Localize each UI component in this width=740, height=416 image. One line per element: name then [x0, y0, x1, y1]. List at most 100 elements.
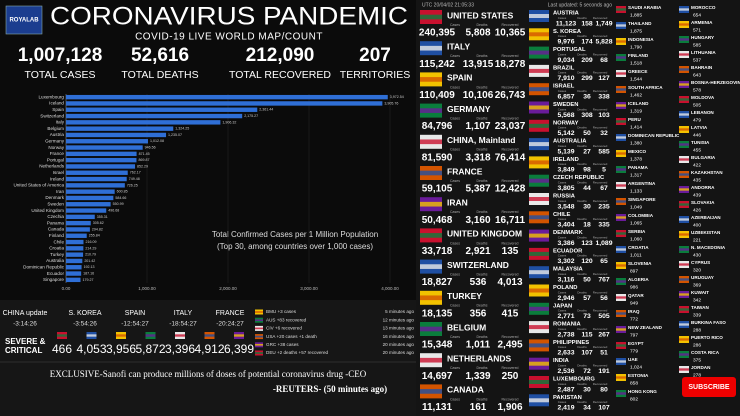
deaths: 27 — [583, 148, 591, 155]
column-label: Cases — [450, 273, 460, 277]
cases: 585 — [693, 42, 701, 48]
value-label: 869.87 — [138, 158, 149, 162]
country-name: BELGIUM — [447, 322, 486, 332]
total-label: TOTAL RECOVERED — [229, 69, 331, 81]
news-item: GRC +38 cases — [266, 342, 299, 347]
cases: 2,487 — [557, 386, 574, 393]
recovered: 107 — [598, 405, 610, 412]
country-name: RUSSIA — [553, 194, 576, 200]
cases: 84,796 — [422, 121, 453, 132]
flag-stripe — [529, 361, 549, 366]
flag-stripe — [529, 343, 549, 348]
flag-stripe — [204, 334, 215, 337]
cases: 9,034 — [557, 57, 574, 64]
y-tick-label: Norway — [48, 145, 64, 150]
country-name: PUERTO RICO — [691, 335, 723, 340]
flag-stripe — [616, 296, 626, 299]
column-label: Recovered — [593, 34, 608, 38]
y-tick-label: Dominican Republic — [23, 264, 65, 269]
title: CORONAVIRUS PANDEMIC — [50, 3, 408, 31]
subscribe-button[interactable] — [682, 377, 736, 397]
column-label: Recovered — [593, 254, 608, 258]
flag-stripe — [679, 293, 689, 296]
bar — [66, 208, 107, 213]
value-label: 1,324.25 — [175, 127, 189, 131]
recovered: 32 — [600, 130, 608, 137]
bar — [66, 183, 125, 188]
severe-label: CRITICAL — [5, 346, 42, 355]
news-time: 12 minutes ago — [383, 317, 415, 322]
country-name: AZERBAIJAN — [691, 215, 721, 220]
cases: 1,065 — [630, 220, 642, 226]
bar — [66, 233, 87, 238]
cases: 5,568 — [557, 112, 574, 119]
news-item: USA +20 cases +1 death — [266, 334, 317, 339]
news-time: 16 minutes ago — [383, 334, 415, 339]
cases: 435 — [693, 177, 701, 183]
column-label: Deaths — [577, 345, 587, 349]
severe-value: 3,396 — [165, 342, 195, 356]
deaths: 174 — [581, 39, 593, 46]
cases: 1,378 — [630, 156, 642, 162]
column-label: Recovered — [593, 89, 608, 93]
value-label: 1,235.07 — [168, 133, 182, 137]
recovered: 127 — [598, 75, 610, 82]
column-label: Recovered — [593, 290, 608, 294]
recovered: 26,743 — [495, 90, 526, 101]
bar — [66, 176, 127, 182]
country-name: FRANCE — [447, 166, 483, 176]
update-country: SPAIN — [125, 310, 146, 317]
cases: 81,590 — [422, 152, 453, 163]
value-label: 192.13 — [84, 265, 95, 269]
cases: 802 — [630, 396, 638, 402]
flag-stripe — [529, 68, 549, 73]
y-tick-label: Iran — [56, 189, 64, 194]
country-name: SAUDI ARABIA — [628, 5, 662, 10]
column-label: Recovered — [593, 180, 608, 184]
cases: 11,131 — [422, 402, 452, 413]
country-name: SERBIA — [628, 229, 646, 234]
column-label: Recovered — [593, 363, 608, 367]
update-time: -3:54:26 — [73, 321, 97, 328]
flag-stripe — [616, 360, 626, 363]
recovered: 505 — [598, 313, 610, 320]
bar — [66, 195, 114, 201]
flag-stripe — [529, 288, 549, 293]
value-label: 294.82 — [92, 227, 103, 231]
subscribe-label[interactable]: SUBSCRIBE — [688, 384, 730, 391]
y-tick-label: Singapore — [43, 277, 64, 282]
flag-stripe — [529, 160, 549, 165]
country-name: ISRAEL — [553, 84, 575, 90]
column-label: Cases — [450, 54, 460, 58]
column-label: Recovered — [593, 382, 608, 386]
deaths: 120 — [581, 258, 593, 265]
value-label: 600.85 — [117, 190, 128, 194]
flag-stripe — [616, 40, 626, 43]
y-tick-label: Ireland — [50, 176, 64, 181]
deaths: 107 — [581, 350, 593, 357]
update-time: -20:24:27 — [216, 321, 244, 328]
country-name: LUXEMBOURG — [553, 377, 595, 383]
flag-stripe — [529, 197, 549, 201]
recovered: 5,828 — [595, 39, 612, 46]
flag-stripe — [420, 170, 442, 176]
flag-stripe — [679, 23, 689, 26]
country-name: N. MACEDONIA — [691, 245, 726, 250]
country-name: SPAIN — [447, 73, 472, 83]
cases: 320 — [693, 267, 701, 273]
column-label: Recovered — [593, 144, 608, 148]
column-label: Deaths — [577, 144, 587, 148]
value-label: 871.45 — [139, 152, 150, 156]
y-tick-label: Chile — [54, 239, 65, 244]
cases: 3,849 — [557, 167, 574, 174]
country-name: UNITED STATES — [447, 10, 514, 20]
column-label: Deaths — [577, 162, 587, 166]
value-label: 355.31 — [97, 215, 108, 219]
country-name: SWEDEN — [553, 102, 578, 108]
flag-stripe — [616, 328, 626, 331]
column-label: Recovered — [502, 366, 519, 370]
country-name: INDIA — [553, 358, 570, 364]
recovered: 1,906 — [497, 402, 522, 413]
deaths: 115 — [582, 331, 593, 338]
cases: 1,317 — [630, 172, 642, 178]
